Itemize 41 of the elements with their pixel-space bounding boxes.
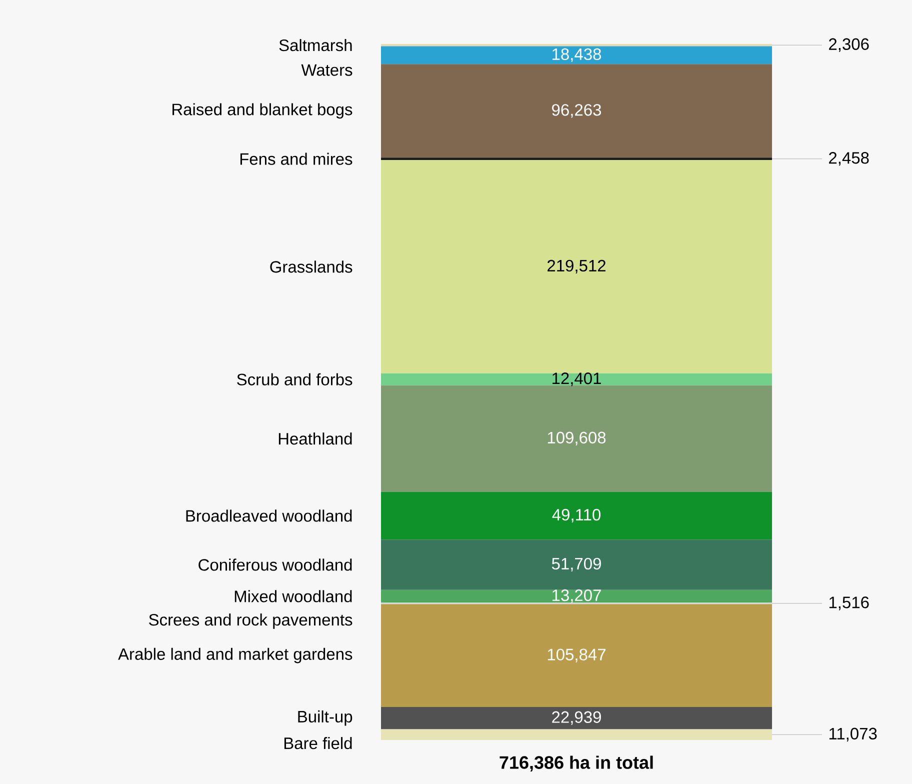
bar <box>381 385 772 492</box>
bar <box>381 64 772 158</box>
bar <box>381 604 772 707</box>
bar <box>381 46 772 64</box>
data-label: 49,110 <box>552 508 600 523</box>
data-label: 105,847 <box>548 648 606 662</box>
data-label: 11,073 <box>829 728 877 742</box>
data-label: 22,939 <box>552 711 601 725</box>
bar <box>381 540 772 590</box>
series-label: Waters <box>301 64 352 76</box>
x-axis-title: 716,386 ha in total <box>500 756 653 772</box>
series-label: Screes and rock pavements <box>149 614 352 629</box>
data-label: 219,512 <box>548 260 606 274</box>
bar <box>381 492 772 540</box>
series-label: Coniferous woodland <box>198 558 352 571</box>
bar <box>381 729 772 740</box>
series-label: Scrub and forbs <box>237 373 352 386</box>
bar <box>381 160 772 374</box>
data-label: 13,207 <box>552 589 601 604</box>
series-label: Built-up <box>298 710 352 726</box>
series-label: Mixed woodland <box>234 590 352 602</box>
bar <box>381 706 772 730</box>
bar <box>381 590 772 603</box>
series-label: Bare field <box>284 737 352 750</box>
data-label: 12,401 <box>552 372 601 386</box>
data-label: 51,709 <box>552 558 601 572</box>
data-label: 2,458 <box>829 152 869 166</box>
data-label: 2,306 <box>829 38 869 52</box>
series-label: Arable land and market gardens <box>118 648 352 664</box>
series-label: Broadleaved woodland <box>186 510 352 522</box>
bar <box>381 158 772 160</box>
series-label: Heathland <box>278 432 352 445</box>
data-label: 96,263 <box>552 104 602 118</box>
bar <box>381 373 772 386</box>
series-label: Grasslands <box>270 260 352 273</box>
series-label: Saltmarsh <box>279 39 352 52</box>
series-label: Fens and mires <box>240 152 352 165</box>
data-label: 1,516 <box>829 596 869 610</box>
data-label: 18,438 <box>552 48 602 62</box>
series-label: Raised and blanket bogs <box>172 103 352 119</box>
data-label: 109,608 <box>548 432 606 446</box>
